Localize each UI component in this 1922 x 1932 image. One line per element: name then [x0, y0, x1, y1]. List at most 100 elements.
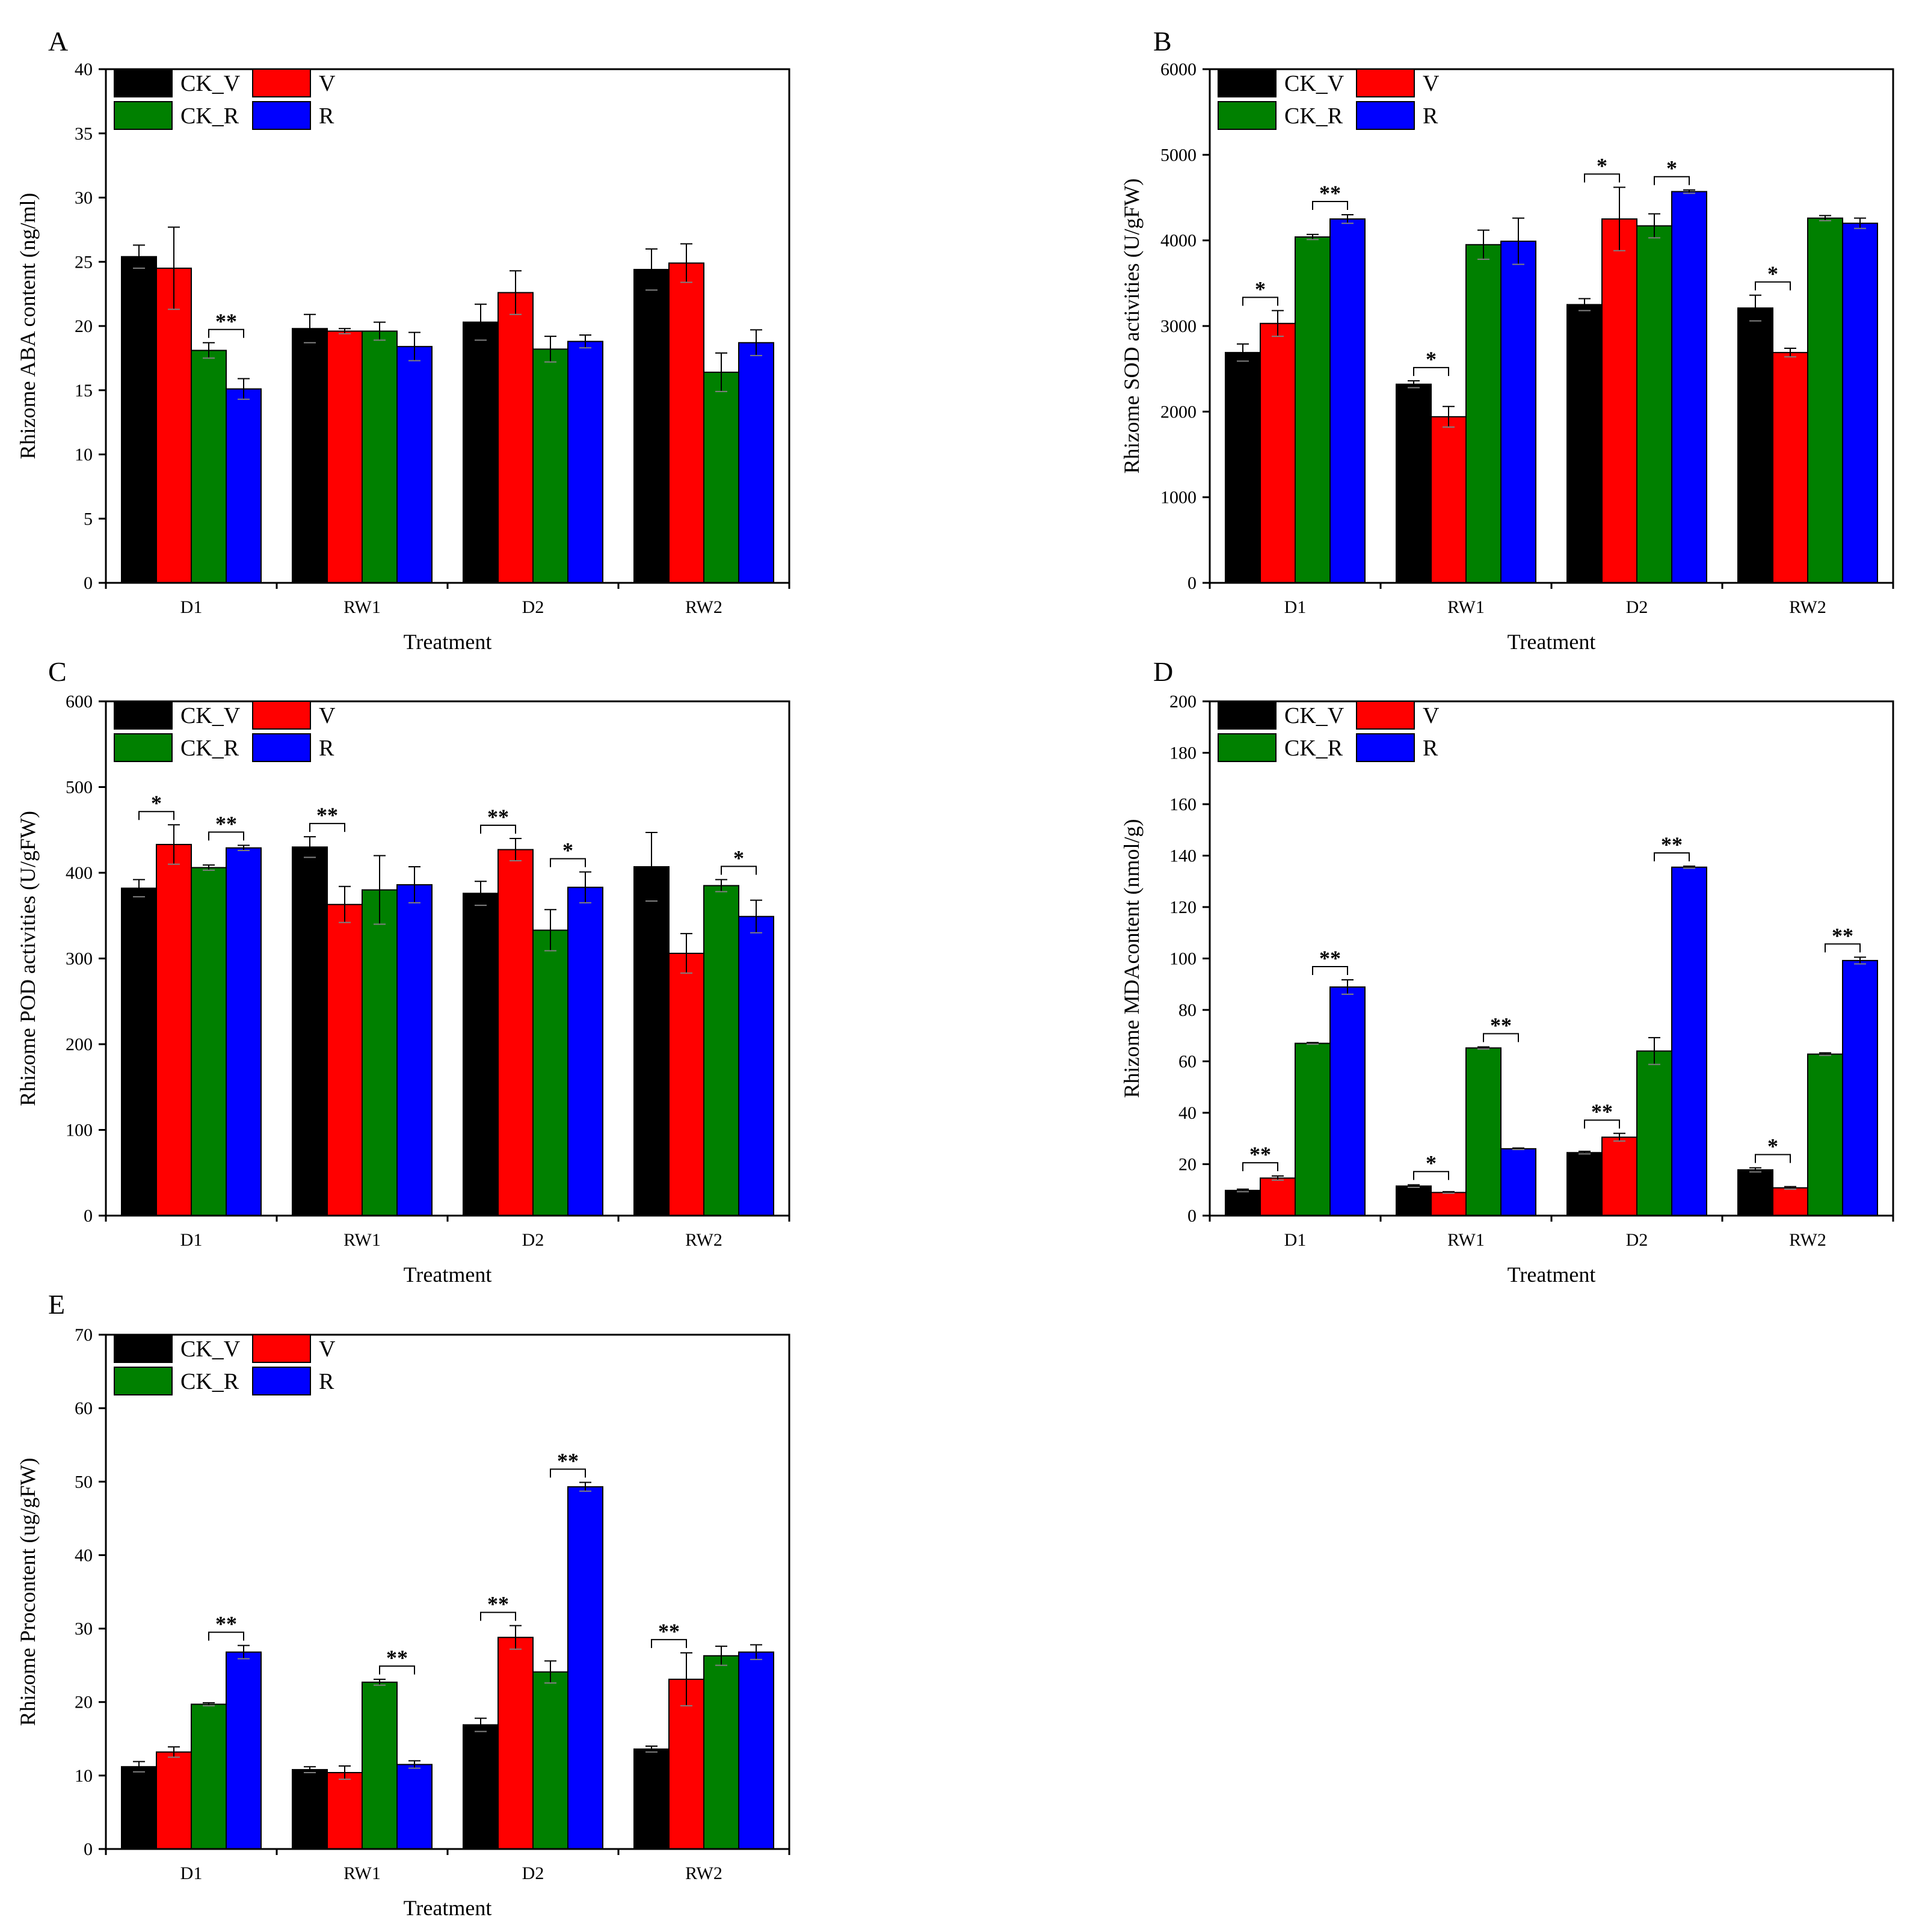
significance-bracket — [480, 825, 516, 834]
significance-marker: ** — [208, 811, 244, 841]
panel-letter: D — [1153, 656, 1173, 687]
error-bar — [544, 1660, 556, 1684]
legend-swatch — [1356, 701, 1415, 730]
bar-ck-r-d2 — [1636, 1050, 1672, 1217]
error-bar — [1237, 1188, 1249, 1193]
legend-swatch — [252, 701, 311, 730]
error-bar — [510, 1625, 522, 1650]
bar-ck-r-rw2 — [1807, 217, 1843, 584]
error-bar — [1272, 1175, 1284, 1181]
error-bar — [1307, 233, 1319, 241]
bar-ck-r-d1 — [191, 867, 227, 1216]
significance-bracket — [651, 1638, 687, 1648]
bar-v-d1 — [1260, 322, 1296, 583]
legend-swatch — [252, 733, 311, 762]
y-tick-label: 20 — [1178, 1155, 1197, 1175]
bar-v-rw2 — [668, 1678, 704, 1850]
error-bar — [203, 1702, 215, 1706]
legend-swatch — [114, 101, 173, 130]
y-tick-label: 120 — [1169, 897, 1197, 917]
significance-label: * — [1767, 1134, 1778, 1158]
error-bar — [750, 329, 762, 357]
bar-ck-r-rw1 — [1465, 244, 1502, 583]
legend-label: R — [319, 736, 334, 761]
error-bar — [408, 866, 420, 903]
error-bar — [645, 1746, 658, 1753]
significance-label: ** — [386, 1646, 408, 1670]
significance-marker: ** — [480, 805, 516, 834]
y-tick-label: 35 — [75, 124, 93, 144]
significance-marker: * — [721, 846, 757, 875]
legend-label: CK_R — [180, 103, 239, 129]
y-tick-label: 30 — [75, 188, 93, 208]
error-bar — [1683, 189, 1695, 194]
legend-item-v: V — [1356, 701, 1440, 730]
bar-v-rw2 — [668, 952, 704, 1216]
bar-v-rw2 — [1772, 1187, 1808, 1216]
legend-label: V — [319, 71, 336, 96]
bar-v-d1 — [1260, 1177, 1296, 1216]
significance-marker: * — [1584, 153, 1620, 183]
significance-bracket — [1654, 176, 1690, 185]
bar-ck-v-rw1 — [292, 1769, 328, 1850]
y-tick-label: 20 — [75, 1693, 93, 1712]
error-bar — [1408, 1184, 1420, 1188]
bar-ck-r-d1 — [1295, 236, 1331, 583]
error-bar — [1854, 217, 1866, 229]
legend-label: CK_V — [180, 71, 241, 96]
significance-label: ** — [1249, 1142, 1271, 1166]
error-bar — [475, 303, 487, 341]
bar-ck-r-d1 — [191, 349, 227, 583]
bar-ck-v-d2 — [1566, 304, 1603, 583]
error-bar — [1307, 1042, 1319, 1045]
bar-v-rw1 — [327, 330, 363, 583]
bar-v-rw1 — [327, 1771, 363, 1850]
legend-item-v: V — [252, 1334, 336, 1363]
significance-bracket — [1755, 281, 1791, 291]
bar-ck-v-d1 — [1225, 352, 1261, 584]
error-bar — [304, 313, 316, 343]
y-tick-label: 400 — [66, 863, 93, 883]
bar-ck-v-rw1 — [292, 328, 328, 584]
significance-marker: ** — [208, 1612, 244, 1641]
x-tick-label: D1 — [180, 1863, 203, 1883]
bar-r-rw1 — [396, 884, 433, 1216]
y-tick-label: 15 — [75, 381, 93, 401]
significance-marker: ** — [651, 1619, 687, 1648]
bar-ck-v-rw2 — [633, 269, 670, 583]
significance-marker: * — [1413, 1151, 1449, 1180]
error-bar — [1819, 1052, 1831, 1056]
y-tick-label: 50 — [75, 1472, 93, 1492]
significance-label: * — [562, 838, 573, 863]
legend-swatch — [1356, 69, 1415, 97]
error-bar — [750, 1644, 762, 1660]
significance-label: ** — [1832, 923, 1853, 947]
legend-item-ck-r: CK_R — [1218, 101, 1343, 130]
legend-item-r: R — [1356, 101, 1438, 130]
x-tick-label: RW2 — [1789, 1230, 1826, 1250]
y-tick-label: 200 — [1169, 692, 1197, 712]
x-tick-label: RW1 — [343, 1230, 381, 1250]
error-bar — [510, 838, 522, 862]
error-bar — [1749, 1167, 1761, 1173]
error-bar — [1683, 866, 1695, 869]
bar-ck-r-rw1 — [1465, 1047, 1502, 1217]
bar-ck-v-rw2 — [1737, 1169, 1773, 1217]
panel-letter: C — [48, 656, 67, 687]
error-bar — [510, 270, 522, 315]
y-tick-label: 5 — [84, 509, 93, 529]
x-tick-label: D2 — [1626, 597, 1648, 617]
y-tick-label: 0 — [84, 573, 93, 593]
bar-ck-v-d2 — [463, 321, 499, 583]
significance-bracket — [1413, 1171, 1449, 1180]
legend-label: R — [319, 1369, 334, 1394]
legend-item-r: R — [252, 1367, 334, 1395]
legend-label: R — [1423, 103, 1438, 129]
legend-swatch — [1356, 101, 1415, 130]
error-bar — [1512, 1147, 1524, 1151]
bar-ck-v-rw1 — [1396, 383, 1432, 584]
legend-label: CK_R — [180, 1369, 239, 1394]
bar-r-d1 — [1329, 986, 1366, 1216]
error-bar — [1648, 1037, 1660, 1065]
